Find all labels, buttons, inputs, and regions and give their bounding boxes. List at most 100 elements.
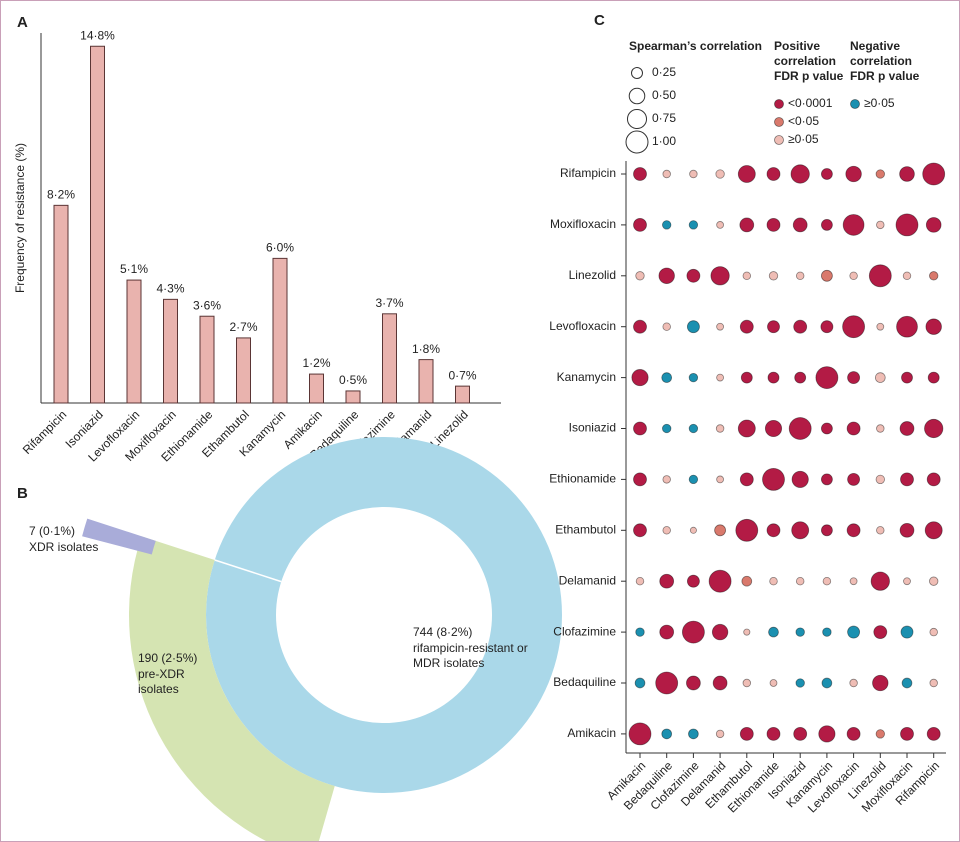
bubble (788, 417, 812, 440)
bar (126, 279, 142, 404)
color-legend-swatch (774, 135, 784, 145)
color-legend-title: Negative correlation FDR p value (850, 39, 920, 83)
bubble (708, 569, 732, 593)
bubble (628, 722, 652, 746)
bubble (766, 523, 781, 538)
bubble (633, 217, 647, 232)
bubble (659, 573, 675, 589)
bubble (793, 726, 808, 741)
bubble (847, 625, 861, 639)
color-legend-label: <0·0001 (788, 96, 833, 110)
bubble (875, 169, 885, 179)
bubble (790, 164, 810, 184)
bubble (924, 521, 943, 540)
bubble (766, 217, 781, 232)
bubble (929, 627, 938, 637)
value-label: 2·7% (229, 320, 257, 334)
bar (236, 337, 251, 404)
size-legend-circle (626, 108, 648, 130)
bar (199, 315, 215, 404)
bubble (795, 627, 805, 637)
bubble (876, 424, 885, 433)
bubble (686, 268, 701, 283)
bar (418, 359, 434, 404)
bubble (662, 423, 672, 434)
bubble (716, 475, 724, 484)
bubble (795, 576, 805, 586)
bubble (711, 623, 729, 641)
bubble (688, 474, 699, 485)
bar (455, 385, 470, 404)
bubble (740, 371, 753, 384)
bubble (868, 264, 892, 288)
bubble (688, 220, 699, 230)
bubble (715, 424, 725, 433)
bubble (845, 165, 862, 183)
bubble (821, 269, 833, 282)
bubble (742, 678, 752, 688)
bubble (795, 271, 805, 281)
bubble (900, 726, 914, 741)
color-legend-swatch (850, 99, 860, 109)
color-legend-label: ≥0·05 (864, 96, 895, 110)
bubble (842, 315, 865, 339)
bubble (739, 319, 754, 334)
bubble (926, 726, 941, 741)
bubble (762, 467, 785, 491)
bubble (795, 678, 805, 688)
bubble (661, 728, 673, 740)
bubble (876, 220, 885, 230)
value-label: 1·2% (302, 356, 330, 370)
value-label: 3·7% (375, 296, 403, 310)
value-label: 0·7% (448, 368, 476, 382)
bar (345, 390, 361, 404)
bar (90, 45, 105, 404)
bubble (875, 729, 885, 739)
value-label: 190 (2·5%) (138, 651, 198, 665)
value-label: 0·5% (339, 373, 367, 387)
bubble (846, 726, 861, 741)
value-label: 6·0% (266, 241, 294, 255)
bubble (896, 315, 918, 338)
bubble (662, 322, 671, 331)
row-label: Linezolid (569, 268, 616, 282)
bubble (769, 576, 778, 586)
category-label: XDR isolates (29, 540, 99, 554)
value-label: 3·6% (193, 298, 221, 312)
bubble (929, 576, 939, 586)
bubble (686, 675, 701, 691)
bubble (875, 474, 885, 485)
bubble (688, 728, 699, 740)
bubble (662, 475, 671, 484)
size-legend-label: 0·25 (652, 65, 676, 79)
bubble (901, 677, 913, 689)
bubble (662, 169, 671, 179)
bubble (742, 271, 752, 281)
bubble (791, 521, 810, 540)
row-label: Delamanid (559, 573, 616, 587)
category-label: rifampicin-resistant or MDR isolates (413, 641, 528, 670)
bubble (874, 372, 886, 383)
bubble (633, 523, 647, 538)
bubble (737, 165, 756, 183)
row-label: Kanamycin (557, 370, 616, 384)
bubble (769, 679, 778, 687)
bubble (633, 421, 647, 436)
bubble (791, 470, 809, 488)
bubble (927, 371, 940, 384)
size-legend-title: Spearman’s correlation (629, 39, 762, 53)
bubble (792, 217, 808, 233)
bubble (899, 522, 915, 538)
row-label: Ethambutol (555, 522, 616, 536)
bar (272, 257, 288, 404)
size-legend-circle (625, 130, 649, 154)
bubble (715, 729, 725, 739)
bubble (741, 575, 753, 587)
bubble (633, 472, 647, 487)
bubble (631, 369, 649, 387)
size-legend-circle (631, 67, 643, 79)
bubble (710, 266, 730, 286)
bubble (635, 627, 645, 637)
